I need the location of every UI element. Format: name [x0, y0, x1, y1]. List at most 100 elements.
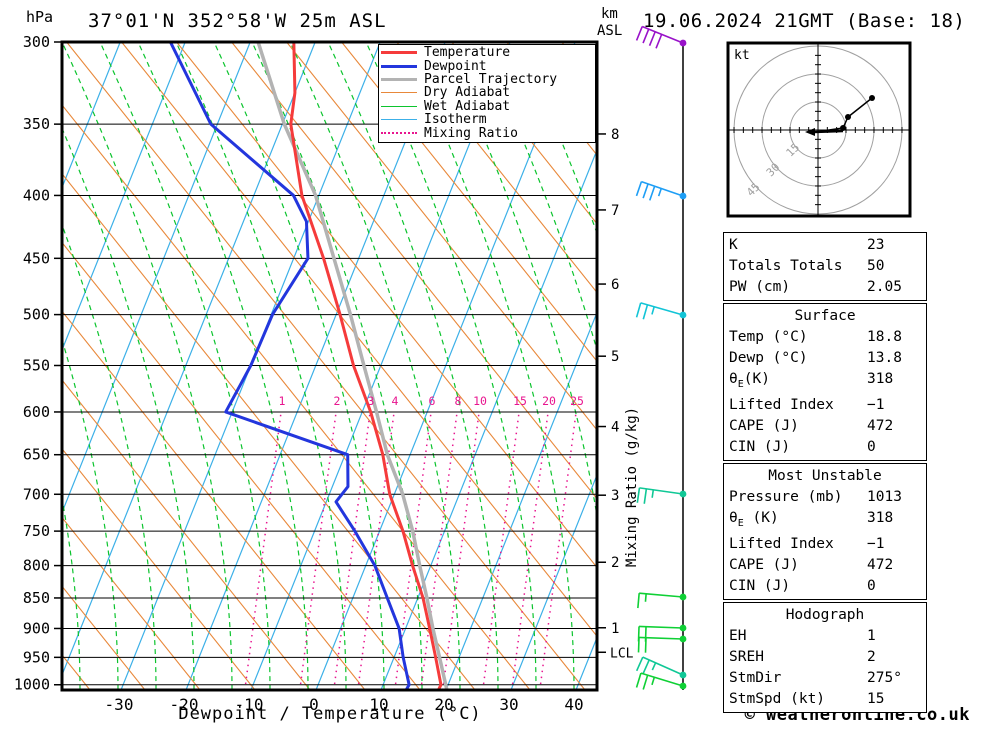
temperature-tick-label: 10	[369, 695, 388, 714]
stats-row: Dewp (°C) 13.8	[729, 348, 921, 369]
hodograph-trace	[821, 97, 873, 132]
hodograph-trace-dot	[845, 114, 851, 120]
wind-barb	[637, 592, 687, 609]
km-tick-label: 5	[611, 349, 619, 365]
mixing-ratio-value-label: 25	[570, 394, 584, 408]
stats-row: K 23	[729, 235, 921, 256]
stats-row: Totals Totals 50	[729, 256, 921, 277]
stats-label: CIN (J)	[729, 438, 791, 455]
stats-row: Temp (°C) 18.8	[729, 327, 921, 348]
legend-label: Dewpoint	[424, 58, 487, 74]
wet-adiabat-line	[62, 337, 119, 690]
stats-box-hodograph: Hodograph EH 1 SREH 2 StmDir 275° StmSpd (kt) 15	[723, 601, 927, 713]
stats-box-indices: K 23 Totals Totals 50 PW (cm) 2.05	[723, 232, 927, 301]
mixing-ratio-value-label: 2	[334, 394, 341, 408]
legend-item-isotherm: Isotherm	[381, 112, 595, 127]
isotherm-line	[315, 42, 576, 690]
stats-value: 318	[867, 371, 894, 387]
stats-box-surface: Surface Temp (°C) 18.8 Dewp (°C) 13.8 θE(K) 31…	[723, 303, 927, 461]
stats-label: PW (cm)	[729, 279, 791, 295]
dry-adiabat-line	[62, 447, 256, 690]
mixing-ratio-line	[333, 411, 371, 690]
km-tick-label: 2	[611, 555, 619, 571]
stats-row: PW (cm) 2.05	[729, 277, 921, 298]
pressure-axis-unit-label: hPa	[26, 8, 54, 26]
stats-label: StmDir	[729, 669, 782, 686]
pressure-tick-label: 1000	[14, 676, 50, 694]
legend-label: Parcel Trajectory	[424, 71, 558, 87]
hodograph-unit-label: kt	[734, 48, 750, 63]
stats-value: 1	[867, 627, 876, 644]
pressure-tick-label: 400	[23, 186, 50, 204]
wind-barb	[636, 487, 687, 504]
isotherm-line	[62, 42, 251, 515]
temperature-tick-label: -20	[170, 695, 199, 714]
stats-label: Pressure (mb)	[729, 488, 843, 505]
chart-legend: Temperature Dewpoint Parcel Trajectory Dry …	[378, 44, 596, 143]
wet-adiabat-line	[289, 42, 461, 690]
wind-barb	[635, 656, 687, 679]
wet-adiabat-line	[327, 42, 499, 690]
stats-label: SREH	[729, 648, 764, 665]
dry-adiabat-line	[451, 42, 597, 225]
stats-row: Pressure (mb) 1013	[729, 487, 921, 508]
dry-adiabat-line	[66, 42, 586, 690]
stats-row: CAPE (J) 472	[729, 555, 921, 576]
stats-label: θE(K)	[729, 371, 770, 390]
stats-row: Lifted Index −1	[729, 534, 921, 555]
temperature-tick-label: -30	[105, 695, 134, 714]
dry-adiabat-line	[62, 241, 421, 690]
hodograph-trace-dot	[869, 95, 875, 101]
indices-table: K 23 Totals Totals 50 PW (cm) 2.05 Surface Temp…	[723, 232, 927, 715]
stats-label: Dewp (°C)	[729, 350, 808, 366]
stats-label: CAPE (J)	[729, 417, 799, 434]
wet-adiabat-line	[62, 495, 81, 690]
wet-adiabat-line	[99, 42, 271, 690]
stats-value: −1	[867, 396, 885, 413]
stats-label: CAPE (J)	[729, 556, 799, 573]
legend-label: Wet Adiabat	[424, 98, 511, 114]
stats-value: 0	[867, 438, 876, 455]
lcl-label: LCL	[610, 646, 634, 661]
dry-adiabat-line	[176, 42, 597, 569]
wet-adiabat-line	[62, 126, 195, 690]
stats-row: EH 1	[729, 626, 921, 647]
stats-value: 18.8	[867, 329, 902, 345]
legend-line-sample	[381, 77, 417, 81]
legend-item-dewpoint: Dewpoint	[381, 58, 595, 74]
km-tick-label: 6	[611, 277, 619, 293]
stats-box-header: Hodograph	[785, 606, 865, 623]
stats-label: Lifted Index	[729, 535, 834, 552]
stats-label: Lifted Index	[729, 396, 834, 413]
wet-adiabat-line	[62, 223, 157, 690]
stats-box-most-unstable: Most Unstable Pressure (mb) 1013 θE (K) 318 L…	[723, 462, 927, 600]
legend-item-dry-adiabat: Dry Adiabat	[381, 85, 595, 100]
km-tick-label: 8	[611, 127, 619, 143]
temperature-tick-label: 40	[564, 695, 583, 714]
legend-line-sample	[381, 105, 417, 107]
stats-value: 1013	[867, 488, 902, 505]
legend-label: Mixing Ratio	[424, 125, 518, 141]
km-axis-ref-label: ASL	[597, 23, 623, 39]
run-date-label: 19.06.2024 21GMT (Base: 18)	[643, 10, 966, 32]
wet-adiabat-line	[365, 42, 537, 690]
stats-value: 275°	[867, 669, 902, 686]
pressure-tick-label: 850	[23, 589, 50, 607]
dry-adiabat-line	[62, 310, 366, 690]
pressure-tick-label: 650	[23, 446, 50, 464]
stats-row: StmSpd (kt) 15	[729, 689, 921, 710]
mixing-ratio-value-label: 3	[368, 394, 375, 408]
mixing-ratio-line	[244, 411, 282, 690]
legend-label: Temperature	[424, 45, 511, 61]
theta-e-subscript: E	[737, 517, 744, 529]
stats-value: 2.05	[867, 279, 902, 295]
stats-box-header: Surface	[794, 308, 856, 324]
stats-label: Temp (°C)	[729, 329, 808, 345]
km-tick-label: 7	[611, 203, 619, 219]
dry-adiabat-line	[62, 104, 531, 690]
temperature-curve	[289, 42, 443, 690]
stats-value: 472	[867, 417, 894, 434]
stats-value: −1	[867, 535, 885, 552]
dry-adiabat-line	[286, 42, 597, 431]
legend-line-sample	[381, 51, 417, 55]
